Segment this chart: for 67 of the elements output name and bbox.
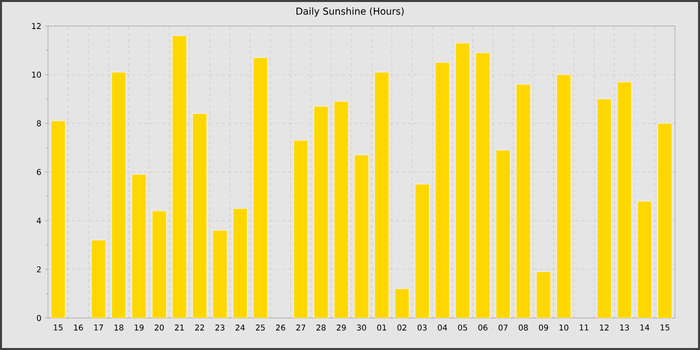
bar [435, 62, 450, 318]
x-tick-label: 24 [236, 324, 245, 330]
x-tick-label: 30 [357, 324, 366, 331]
x-tick-label: 19 [134, 324, 144, 331]
x-tick-label: 28 [316, 324, 326, 331]
y-tick-label: 2 [36, 266, 41, 272]
bar [132, 174, 146, 318]
bar [637, 201, 652, 318]
bar [294, 140, 308, 318]
bar [455, 42, 470, 318]
x-tick-label: 12 [600, 324, 608, 330]
x-tick-label: 03 [418, 324, 427, 331]
bar [334, 101, 349, 318]
y-tick-label: 0 [36, 314, 41, 322]
x-tick-label: 20 [154, 324, 164, 331]
bar [516, 84, 531, 318]
x-tick-label: 04 [438, 324, 448, 331]
bar [394, 288, 410, 318]
x-tick-label: 29 [336, 324, 346, 331]
x-tick-label: 01 [377, 324, 386, 331]
y-tick-label: 8 [36, 120, 41, 126]
bar [496, 150, 510, 318]
bar [91, 240, 106, 318]
bar [152, 210, 167, 318]
x-tick-label: 09 [538, 324, 548, 331]
x-tick-label: 15 [54, 324, 63, 330]
bar [414, 184, 430, 318]
x-tick-label: 13 [620, 324, 629, 331]
bar [192, 113, 207, 318]
bar [232, 208, 248, 318]
x-tick-label: 02 [397, 324, 406, 331]
x-tick-label: 21 [174, 324, 184, 330]
x-tick-label: 23 [215, 324, 224, 331]
bar [112, 72, 126, 318]
x-tick-label: 07 [498, 324, 508, 331]
x-tick-label: 10 [560, 324, 568, 331]
bar [50, 120, 66, 318]
x-tick-label: 17 [94, 324, 103, 330]
x-tick-label: 14 [640, 324, 650, 330]
x-tick-label: 22 [195, 324, 204, 330]
x-tick-label: 05 [458, 324, 468, 331]
y-tick-label: 10 [32, 72, 41, 78]
bar [253, 57, 268, 318]
bar [212, 230, 228, 318]
x-tick-label: 27 [296, 324, 306, 330]
bar [172, 36, 187, 318]
x-tick-label: 08 [518, 324, 528, 331]
bar [374, 72, 390, 318]
x-tick-label: 06 [478, 324, 488, 331]
chart-title: Daily Sunshine (Hours) [296, 7, 404, 17]
y-tick-label: 4 [36, 218, 42, 224]
bar [536, 272, 551, 318]
bar [658, 123, 672, 318]
bar [314, 106, 328, 318]
x-tick-label: 11 [580, 324, 588, 330]
y-tick-label: 12 [32, 23, 41, 29]
bar [354, 154, 369, 318]
bar [617, 82, 632, 318]
x-tick-label: 26 [276, 324, 286, 331]
x-tick-label: 16 [74, 324, 83, 331]
x-tick-label: 18 [114, 324, 124, 331]
x-tick-label: 15 [660, 324, 670, 330]
bar [556, 74, 572, 318]
x-tick-label: 25 [256, 324, 265, 331]
bar [596, 98, 612, 318]
bar [476, 52, 490, 318]
y-tick-label: 6 [36, 168, 41, 176]
